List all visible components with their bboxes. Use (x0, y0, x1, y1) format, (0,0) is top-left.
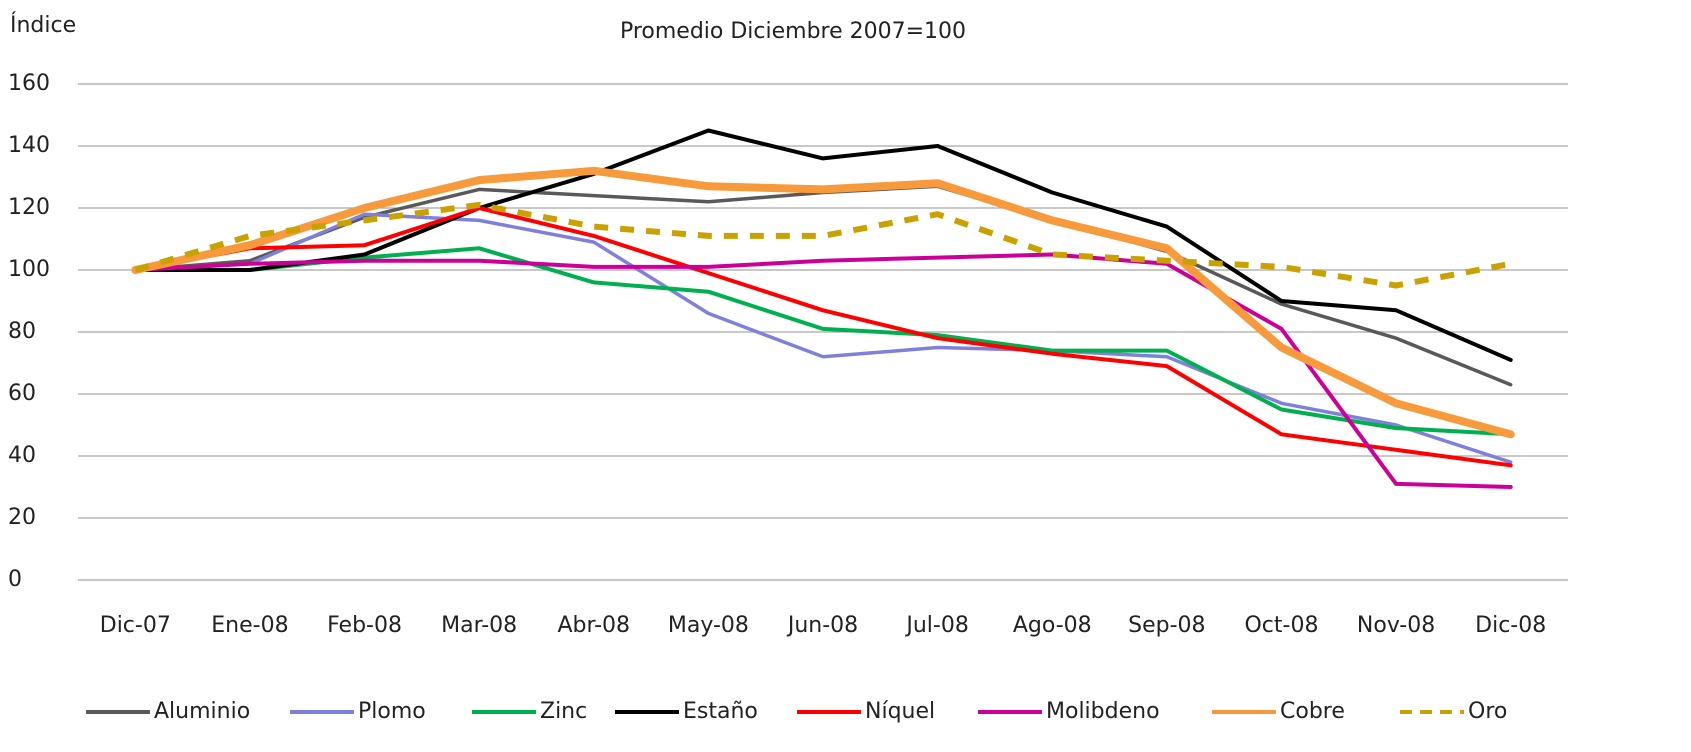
series-line (131, 166, 1515, 439)
y-tick-label: 100 (8, 257, 50, 282)
y-tick-label: 140 (8, 133, 50, 158)
series-line (134, 201, 1512, 289)
legend-label: Estaño (683, 699, 758, 724)
x-tick-label: Sep-08 (1128, 613, 1205, 638)
legend-label: Níquel (865, 699, 935, 724)
x-tick-label: Jun-08 (786, 613, 858, 638)
y-tick-label: 0 (8, 567, 22, 592)
y-tick-label: 60 (8, 381, 36, 406)
y-axis-label: Índice (10, 12, 76, 38)
x-tick-label: Abr-08 (557, 613, 630, 638)
legend-label: Cobre (1280, 699, 1345, 724)
x-tick-label: Jul-08 (904, 613, 968, 638)
x-tick-label: May-08 (668, 613, 749, 638)
series-line (133, 246, 1513, 437)
legend-label: Molibdeno (1046, 699, 1160, 724)
y-tick-label: 40 (8, 443, 36, 468)
y-tick-label: 20 (8, 505, 36, 530)
series-line (133, 206, 1513, 468)
legend-label: Oro (1468, 699, 1507, 724)
y-tick-label: 120 (8, 195, 50, 220)
legend-label: Aluminio (154, 699, 250, 724)
x-tick-label: Mar-08 (441, 613, 517, 638)
x-tick-label: Nov-08 (1357, 613, 1435, 638)
x-tick-label: Feb-08 (327, 613, 402, 638)
series-line (133, 252, 1513, 489)
x-tick-label: Oct-08 (1244, 613, 1318, 638)
y-tick-label: 80 (8, 319, 36, 344)
x-tick-label: Dic-07 (100, 613, 171, 638)
y-tick-label: 160 (8, 71, 50, 96)
x-tick-label: Ago-08 (1013, 613, 1092, 638)
legend-label: Plomo (358, 699, 426, 724)
chart-title: Promedio Diciembre 2007=100 (620, 19, 966, 44)
x-tick-label: Dic-08 (1475, 613, 1546, 638)
series-line (133, 128, 1513, 362)
series-line (133, 212, 1513, 464)
legend-label: Zinc (540, 699, 587, 724)
x-tick-label: Ene-08 (211, 613, 288, 638)
